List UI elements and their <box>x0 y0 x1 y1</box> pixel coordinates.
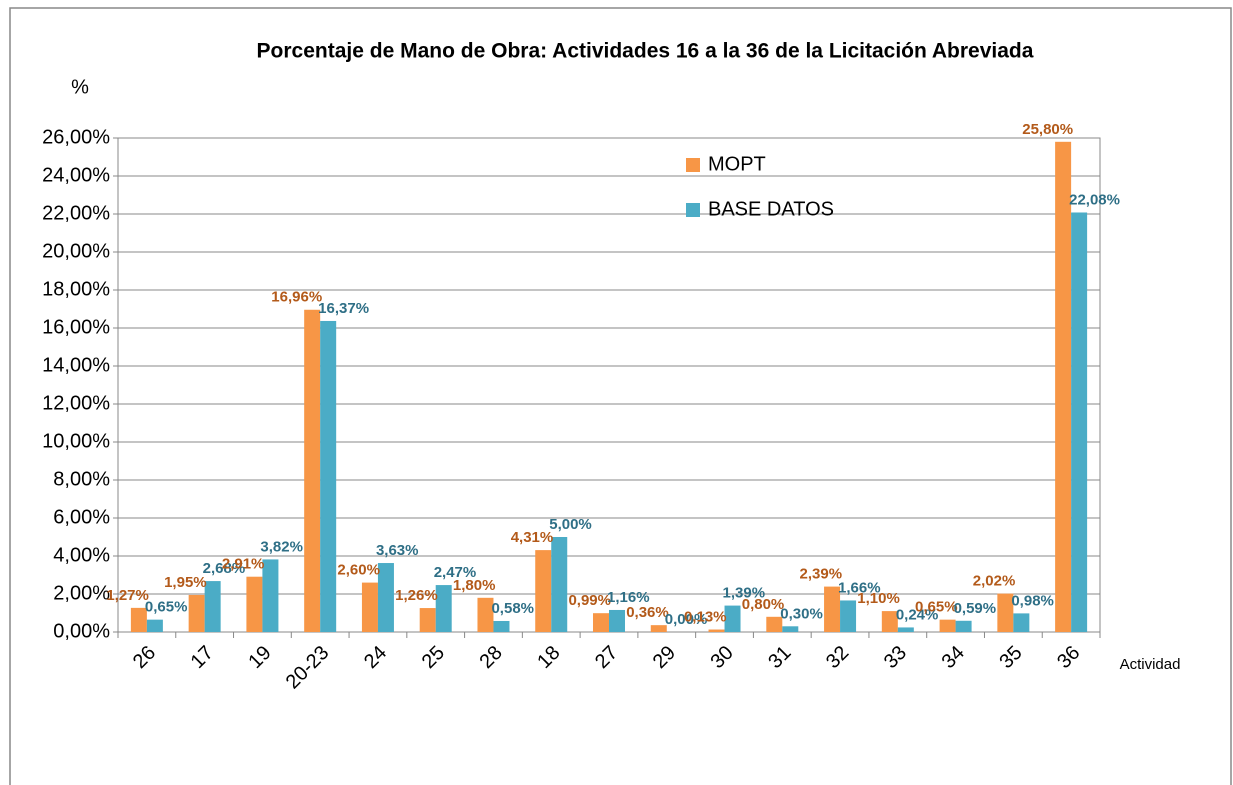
legend-swatch <box>686 203 700 217</box>
bar <box>939 619 956 632</box>
data-label: 0,80% <box>742 596 785 613</box>
data-label: 1,27% <box>106 587 149 604</box>
bar <box>262 559 279 632</box>
data-label: 0,00% <box>665 611 708 628</box>
data-label: 1,66% <box>838 579 881 596</box>
y-tick-label: 16,00% <box>42 316 110 338</box>
bar <box>593 613 609 632</box>
data-label: 25,80% <box>1022 121 1073 138</box>
bar <box>130 607 147 632</box>
bar <box>724 605 741 632</box>
data-label: 16,96% <box>271 289 322 306</box>
data-label: 1,39% <box>723 585 766 602</box>
bar <box>493 620 510 632</box>
data-label: 1,80% <box>453 577 496 594</box>
bar <box>1055 141 1072 633</box>
bar <box>955 620 972 632</box>
data-label: 0,30% <box>780 605 823 622</box>
data-label: 0,24% <box>896 606 939 623</box>
y-tick-label: 4,00% <box>53 544 110 566</box>
data-label: 2,47% <box>434 564 477 581</box>
bar <box>782 626 799 632</box>
bar <box>304 309 321 632</box>
bar <box>1013 613 1030 632</box>
data-label: 0,65% <box>145 599 188 616</box>
y-tick-label: 8,00% <box>53 468 110 490</box>
bar <box>824 586 841 632</box>
y-tick-label: 24,00% <box>42 164 110 186</box>
data-label: 2,60% <box>337 562 380 579</box>
chart-title: Porcentaje de Mano de Obra: Actividades … <box>257 40 1034 63</box>
data-label: 0,58% <box>491 600 534 617</box>
bar <box>320 320 337 632</box>
legend-label: BASE DATOS <box>708 198 834 220</box>
data-label: 0,59% <box>954 600 997 617</box>
x-axis-label: Actividad <box>1120 656 1181 673</box>
data-label: 5,00% <box>549 516 592 533</box>
y-tick-label: 22,00% <box>42 202 110 224</box>
bar <box>881 611 898 632</box>
bar <box>435 585 452 632</box>
data-label: 3,82% <box>260 538 303 555</box>
y-axis-label: % <box>71 76 89 98</box>
y-tick-label: 0,00% <box>53 620 110 642</box>
y-tick-label: 26,00% <box>42 126 110 148</box>
bar <box>609 609 625 632</box>
data-label: 2,02% <box>973 573 1016 590</box>
data-label: 1,95% <box>164 574 207 591</box>
data-label: 4,31% <box>511 529 554 546</box>
y-tick-label: 10,00% <box>42 430 110 452</box>
bar <box>997 593 1014 632</box>
y-tick-label: 12,00% <box>42 392 110 414</box>
bar <box>361 582 378 632</box>
bar <box>146 619 163 632</box>
y-tick-label: 14,00% <box>42 354 110 376</box>
data-label: 1,16% <box>607 589 650 606</box>
bar <box>204 581 221 632</box>
y-tick-label: 18,00% <box>42 278 110 300</box>
data-label: 0,65% <box>915 599 958 616</box>
data-label: 0,36% <box>626 604 669 621</box>
bar <box>766 616 783 632</box>
data-label: 3,63% <box>376 542 419 559</box>
y-tick-label: 20,00% <box>42 240 110 262</box>
data-label: 2,39% <box>800 566 843 583</box>
legend-swatch <box>686 158 700 172</box>
data-label: 2,68% <box>203 560 246 577</box>
data-label: 16,37% <box>318 300 369 317</box>
data-label: 0,99% <box>568 592 611 609</box>
bar <box>840 600 857 632</box>
bar <box>246 576 263 632</box>
bar <box>650 625 667 632</box>
data-label: 1,26% <box>395 587 438 604</box>
bar <box>477 597 494 632</box>
bar <box>551 537 568 632</box>
y-tick-label: 6,00% <box>53 506 110 528</box>
bar <box>708 629 725 632</box>
bar <box>897 627 914 632</box>
data-label: 1,10% <box>857 590 900 607</box>
legend-label: MOPT <box>708 153 766 175</box>
bar <box>377 563 394 632</box>
data-label: 22,08% <box>1069 191 1120 208</box>
data-label: 2,91% <box>222 556 265 573</box>
bar <box>188 594 205 632</box>
y-tick-label: 2,00% <box>53 582 110 604</box>
data-label: 0,98% <box>1011 592 1054 609</box>
bar <box>1071 212 1088 633</box>
bar <box>535 550 552 632</box>
data-label: 0,13% <box>684 608 727 625</box>
bar <box>419 608 436 632</box>
